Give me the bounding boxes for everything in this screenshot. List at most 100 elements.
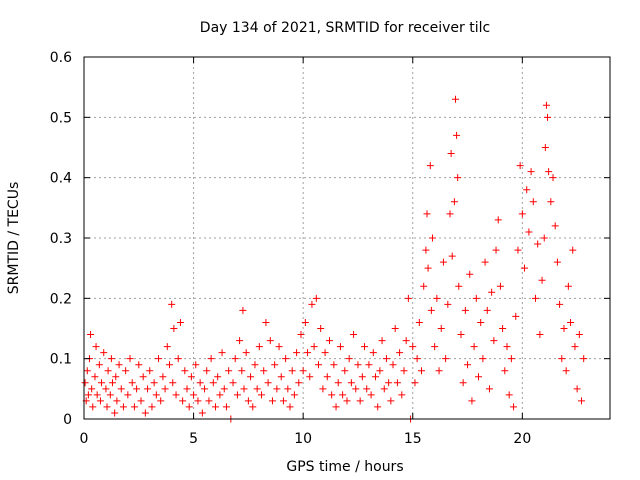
data-point: [95, 361, 103, 369]
data-point: [503, 343, 511, 351]
data-point: [426, 162, 434, 170]
data-point: [475, 373, 482, 381]
data-point: [238, 367, 246, 375]
y-tick-label: 0.4: [50, 171, 72, 187]
data-point: [422, 246, 430, 254]
data-point: [472, 294, 480, 302]
data-point: [544, 113, 552, 121]
data-point: [468, 397, 476, 405]
data-point: [328, 391, 336, 399]
data-point: [516, 162, 524, 170]
data-point: [481, 258, 489, 266]
data-point: [527, 168, 535, 176]
data-point: [108, 379, 116, 387]
data-point: [556, 300, 564, 308]
data-point: [396, 349, 404, 357]
data-point: [461, 306, 469, 314]
data-point: [297, 331, 305, 339]
data-point: [192, 361, 200, 369]
data-point: [225, 367, 233, 375]
data-point: [161, 385, 169, 393]
data-point: [251, 361, 259, 369]
data-point: [157, 397, 165, 405]
data-point: [317, 325, 325, 332]
data-point: [573, 385, 581, 393]
data-point: [240, 385, 248, 393]
data-point: [433, 294, 441, 302]
data-point: [106, 391, 114, 399]
data-point: [398, 391, 406, 399]
data-point: [165, 361, 173, 369]
data-point: [494, 216, 502, 224]
data-point: [229, 379, 237, 387]
grid-lines: [84, 57, 610, 419]
data-point: [236, 337, 244, 345]
data-point: [148, 403, 156, 411]
data-point: [144, 385, 152, 393]
data-point: [363, 385, 371, 393]
data-point: [169, 379, 177, 387]
data-point: [569, 246, 577, 254]
data-point: [319, 385, 327, 393]
data-point: [141, 409, 149, 417]
data-point: [451, 95, 459, 103]
data-point: [466, 270, 474, 278]
data-point: [312, 294, 320, 302]
data-point: [130, 403, 138, 411]
data-point: [358, 373, 366, 381]
data-point: [521, 264, 529, 272]
data-point: [385, 379, 393, 387]
data-point: [442, 355, 450, 363]
data-point: [282, 355, 290, 363]
data-point: [81, 379, 89, 387]
data-point: [258, 391, 266, 399]
data-point: [365, 361, 373, 369]
data-point: [187, 373, 195, 381]
data-point: [332, 403, 340, 411]
data-point: [128, 379, 136, 387]
data-point: [277, 373, 285, 381]
data-point: [477, 318, 485, 326]
data-point: [553, 258, 561, 266]
data-point: [499, 325, 507, 332]
data-point: [531, 294, 539, 302]
data-point: [107, 355, 115, 363]
data-point: [150, 379, 158, 387]
data-point: [455, 282, 463, 290]
data-point: [306, 373, 314, 381]
data-point: [454, 174, 462, 182]
data-points: [81, 95, 588, 423]
data-point: [447, 150, 455, 158]
y-axis-label: SRMTID / TECUs: [6, 182, 22, 295]
data-point: [170, 325, 178, 332]
data-point: [423, 210, 431, 218]
y-tick-label: 0.3: [50, 231, 72, 247]
data-point: [203, 367, 211, 375]
data-point: [512, 312, 520, 320]
data-point: [91, 373, 99, 381]
data-point: [575, 331, 583, 339]
data-point: [242, 349, 250, 357]
data-point: [325, 337, 333, 345]
data-point: [501, 367, 509, 375]
x-axis-label: GPS time / hours: [286, 459, 403, 475]
data-point: [288, 367, 296, 375]
data-point: [560, 325, 568, 332]
data-point: [233, 391, 241, 399]
data-point: [179, 397, 187, 405]
data-point: [212, 403, 219, 411]
data-point: [102, 385, 110, 393]
data-point: [301, 318, 309, 326]
data-point: [492, 246, 500, 254]
data-point: [87, 331, 95, 339]
data-point: [374, 403, 382, 411]
data-point: [201, 385, 209, 393]
data-point: [496, 282, 504, 290]
data-point: [244, 397, 252, 405]
data-point: [216, 391, 224, 399]
data-point: [198, 409, 206, 417]
data-point: [104, 367, 112, 375]
data-point: [249, 403, 257, 411]
data-point: [536, 331, 544, 339]
